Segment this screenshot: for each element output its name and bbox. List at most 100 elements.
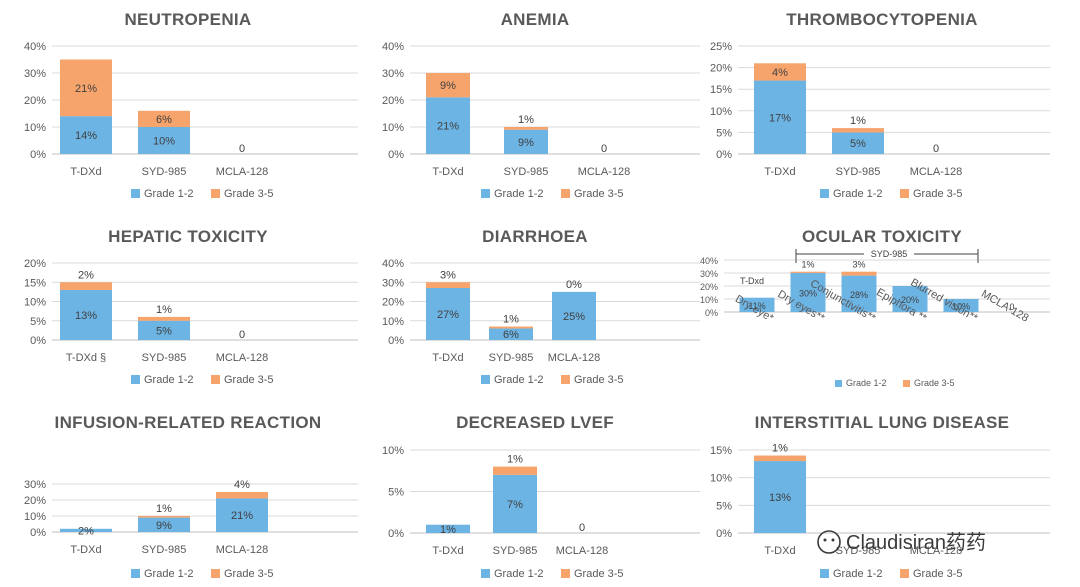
y-tick-label: 40%	[382, 258, 404, 270]
bar-grade-3-5	[138, 516, 190, 518]
bar-grade-1-2	[60, 289, 112, 340]
y-tick-label: 20%	[24, 495, 46, 507]
category-label: MCLA-128	[556, 545, 609, 557]
category-label: SYD-985	[836, 545, 881, 557]
y-tick-label: 20%	[700, 282, 718, 292]
data-label: 1%	[518, 114, 534, 126]
y-tick-label: 30%	[700, 269, 718, 279]
legend-label: Grade 3-5	[913, 568, 963, 580]
y-tick-label: 10%	[382, 122, 404, 134]
category-label: MCLA-128	[578, 166, 631, 178]
data-label: 0	[601, 143, 607, 155]
y-tick-label: 0%	[388, 335, 404, 347]
legend-label: Grade 1-2	[494, 188, 544, 200]
bar-grade-1-2	[493, 474, 537, 533]
data-label: 2%	[78, 525, 94, 537]
chart-panel: THROMBOCYTOPENIA 0% 5% 10% 15% 20% 25% 17% 4% T-D…	[710, 10, 1050, 200]
y-tick-label: 0%	[30, 527, 46, 539]
data-label: 4%	[772, 67, 788, 79]
data-label: 30%	[799, 289, 817, 299]
y-tick-label: 5%	[716, 127, 732, 139]
data-label: 5%	[850, 138, 866, 150]
annotation-syd985: SYD-985	[871, 249, 908, 259]
legend-label: Grade 3-5	[224, 374, 274, 386]
bar-grade-3-5	[138, 316, 190, 321]
bar-grade-1-2	[426, 97, 470, 154]
legend-swatch	[481, 189, 490, 198]
y-tick-label: 10%	[24, 297, 46, 309]
annotation-bg	[864, 246, 914, 258]
legend-swatch	[131, 375, 140, 384]
watermark: Claudisiran药药	[817, 530, 986, 554]
wechat-icon-eye	[823, 538, 827, 542]
data-label: 6%	[156, 114, 172, 126]
data-label: 25%	[563, 311, 585, 323]
category-label: SYD-985	[142, 352, 187, 364]
category-label: MCLA-128	[216, 352, 269, 364]
y-tick-label: 20%	[382, 95, 404, 107]
category-label: T-DXd	[764, 545, 795, 557]
chart-title: OCULAR TOXICITY	[802, 227, 962, 246]
chart-panel: ANEMIA 0% 10% 20% 30% 40% 21% 9% T-DXd 9% 1% SYD-98…	[382, 10, 700, 200]
category-label: SYD-985	[142, 166, 187, 178]
bar-grade-1-2	[489, 328, 533, 340]
legend-label: Grade 1-2	[494, 568, 544, 580]
bar-grade-1-2	[426, 524, 470, 533]
data-label: 7%	[507, 499, 523, 511]
category-label: MCLA-128	[216, 166, 269, 178]
bar-grade-1-2	[943, 299, 979, 312]
chart-title: THROMBOCYTOPENIA	[786, 10, 978, 29]
data-label: 0	[239, 143, 245, 155]
chart-panel: NEUTROPENIA 0% 10% 20% 30% 40% 14% 21% T-DXd 10% 6…	[24, 10, 358, 200]
chart-panel: INTERSTITIAL LUNG DISEASE 0% 5% 10% 15% 13% 1%…	[710, 413, 1050, 580]
category-label: MCLA-128	[216, 544, 269, 556]
legend-swatch	[131, 569, 140, 578]
data-label: 1%	[801, 260, 814, 270]
bar-grade-1-2	[216, 498, 268, 532]
y-tick-label: 0%	[388, 149, 404, 161]
legend-swatch	[131, 189, 140, 198]
data-label: 17%	[769, 112, 791, 124]
bar-grade-1-2	[138, 127, 190, 154]
category-label: SYD-985	[504, 166, 549, 178]
category-label: T-DXd §	[66, 352, 106, 364]
legend-swatch	[903, 380, 910, 387]
bar-grade-1-2	[841, 275, 877, 312]
y-tick-label: 0%	[705, 308, 718, 318]
data-label: 14%	[75, 130, 97, 142]
bar-grade-1-2	[504, 129, 548, 154]
data-label: 1%	[850, 115, 866, 127]
legend-label: Grade 3-5	[574, 188, 624, 200]
y-tick-label: 0%	[30, 149, 46, 161]
bar-grade-3-5	[426, 282, 470, 289]
y-tick-label: 0%	[30, 335, 46, 347]
y-tick-label: 10%	[710, 106, 732, 118]
chart-panel: DIARRHOEA 0% 10% 20% 30% 40% 27% 3% T-DXd 6% 1% SYD…	[382, 227, 700, 386]
legend-label: Grade 3-5	[224, 188, 274, 200]
y-tick-label: 30%	[382, 68, 404, 80]
legend-swatch	[211, 189, 220, 198]
chart-title: INFUSION-RELATED REACTION	[55, 413, 322, 432]
data-label: 13%	[75, 310, 97, 322]
bar-grade-3-5	[426, 73, 470, 98]
legend-label: Grade 1-2	[144, 374, 194, 386]
data-label: 0	[933, 143, 939, 155]
chart-title: INTERSTITIAL LUNG DISEASE	[755, 413, 1010, 432]
bar-grade-3-5	[841, 271, 877, 276]
y-tick-label: 15%	[710, 445, 732, 457]
bar-grade-3-5	[790, 271, 826, 273]
y-tick-label: 15%	[24, 277, 46, 289]
data-label: 3%	[440, 269, 456, 281]
legend-label: Grade 1-2	[846, 378, 887, 388]
y-tick-label: 10%	[710, 473, 732, 485]
data-label: 13%	[769, 492, 791, 504]
legend-swatch	[561, 569, 570, 578]
y-tick-label: 30%	[24, 68, 46, 80]
legend-label: Grade 3-5	[574, 568, 624, 580]
bar-grade-1-2	[138, 320, 190, 340]
data-label: 0	[1009, 302, 1014, 312]
y-tick-label: 25%	[710, 41, 732, 53]
chart-title: DECREASED LVEF	[456, 413, 614, 432]
chart-panel: INFUSION-RELATED REACTION 0% 10% 20% 30% 2% T-…	[24, 413, 358, 580]
